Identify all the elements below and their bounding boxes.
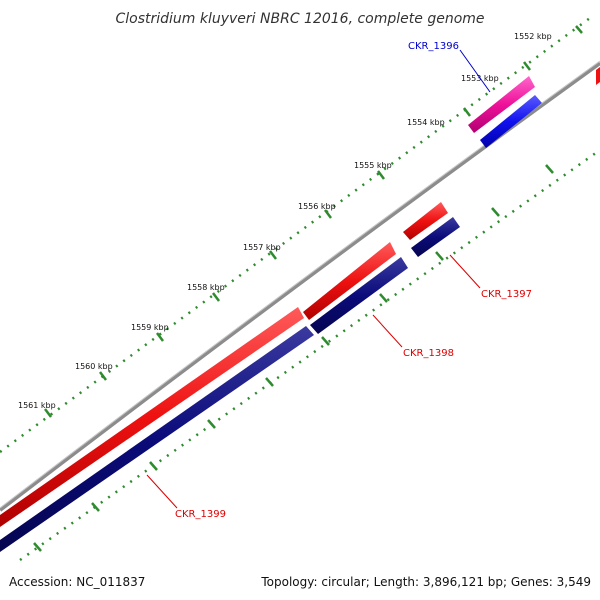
gene-label-ckr-1397[interactable]: CKR_1397 [481,289,532,300]
gene-ckr-1398-reverse[interactable] [310,257,408,334]
tick-1556 [324,209,332,219]
gene-ckr-1396-reverse[interactable] [480,95,542,148]
gene-label-ckr-1398[interactable]: CKR_1398 [403,348,454,359]
tick-1559 [156,332,164,342]
gene-ckr-1398-forward[interactable] [303,242,396,320]
genome-backbone [0,61,600,512]
tick-1554 [463,107,471,117]
tick-label: 1552 kbp [514,32,552,41]
forward-strand [0,67,600,527]
tick-1560 [99,371,107,381]
gene-ckr-1397-forward[interactable] [403,202,448,240]
gene-ckr-1396-forward[interactable] [468,76,535,133]
tick-label: 1559 kbp [131,323,169,332]
tick-1552 [575,25,583,34]
gene-label-ckr-1399[interactable]: CKR_1399 [175,509,226,520]
tick-1555 [377,170,385,180]
gene-label-ckr-1396[interactable]: CKR_1396 [408,41,459,52]
tick-label: 1557 kbp [243,243,281,252]
tick-label: 1554 kbp [407,118,445,127]
accession-text: Accession: NC_011837 [9,575,145,589]
inner-tick-ring [19,148,600,562]
gene-ckr-1399-reverse[interactable] [0,326,314,552]
genome-summary-text: Topology: circular; Length: 3,896,121 bp… [260,575,591,589]
gene-partial-right-edge[interactable] [596,67,600,85]
tick-1561 [44,408,52,418]
tick-1553 [523,61,531,71]
tick-label: 1555 kbp [354,161,392,170]
reverse-strand [0,95,542,552]
gene-ckr-1399-forward[interactable] [0,307,304,527]
outer-tick-ring [0,16,591,454]
tick-label: 1560 kbp [75,362,113,371]
tick-1558 [212,292,220,302]
tick-1557 [269,250,277,260]
tick-label: 1558 kbp [187,283,225,292]
gene-labels: CKR_1396 CKR_1397 CKR_1398 CKR_1399 [175,41,532,520]
gene-leaders [146,49,491,509]
gene-ckr-1397-reverse[interactable] [411,217,460,257]
tick-label: 1561 kbp [18,401,56,410]
map-title: Clostridium kluyveri NBRC 12016, complet… [115,11,484,27]
tick-label: 1556 kbp [298,202,336,211]
